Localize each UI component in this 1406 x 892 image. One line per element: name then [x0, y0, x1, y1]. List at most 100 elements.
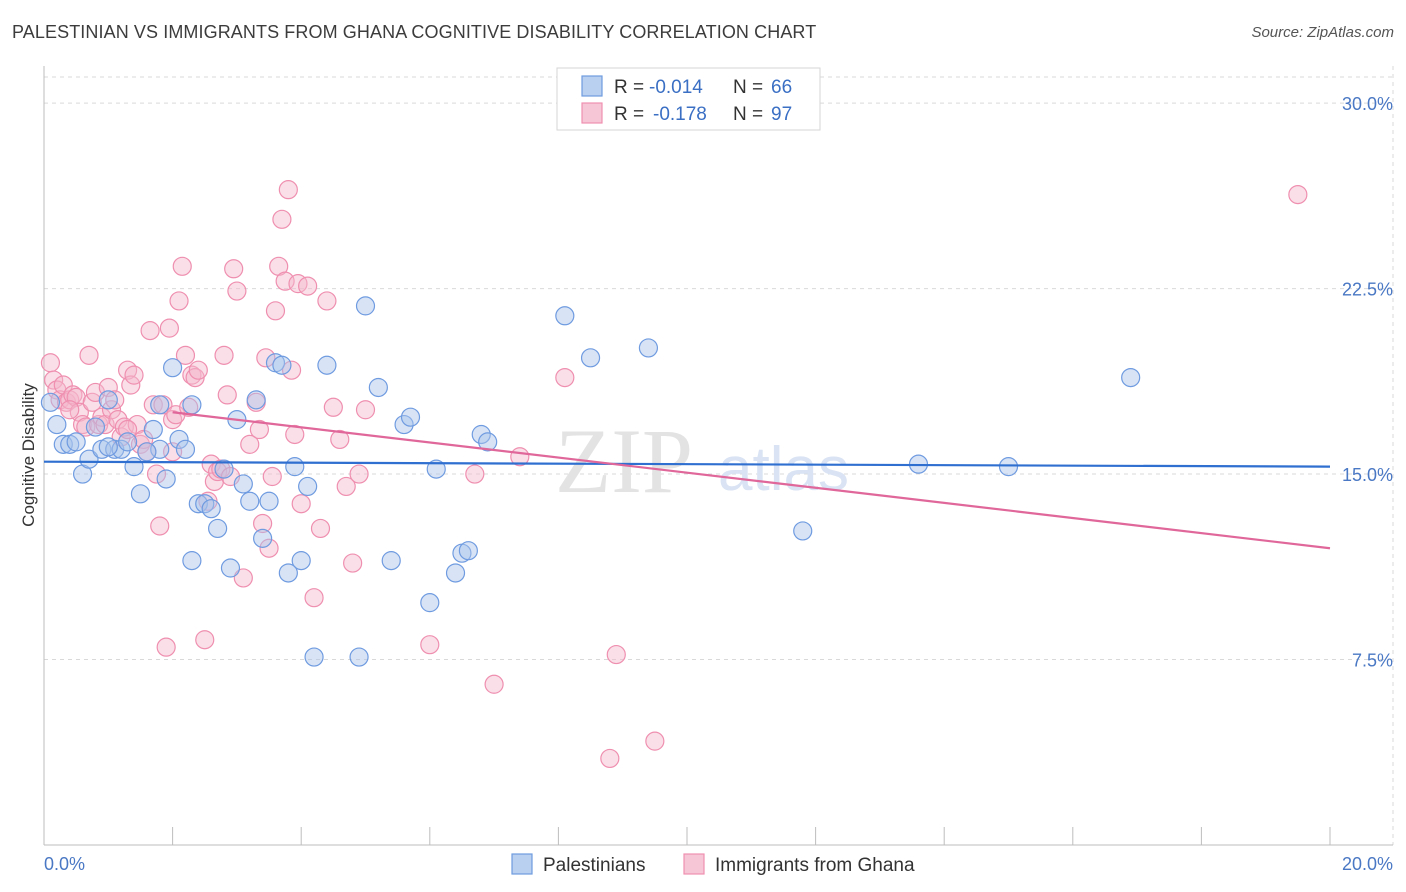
ghana-point-58 [233, 568, 253, 588]
palestinians-point-19 [175, 439, 196, 459]
ghana-point-75 [298, 276, 318, 296]
bottom-legend: Palestinians Immigrants from Ghana [511, 853, 915, 876]
ghana-point-40 [169, 291, 189, 311]
palestinians-point-65 [137, 442, 157, 462]
ghana-point-12 [79, 345, 99, 365]
ghana-point-83 [349, 464, 369, 484]
palestinians-point-8 [98, 390, 118, 410]
palestinians-point-51 [458, 541, 478, 561]
trend-lines [43, 411, 1331, 550]
ghana-point-33 [146, 464, 167, 484]
palestinians-point-57 [793, 521, 813, 541]
palestinians-point-14 [143, 419, 163, 440]
palestinians-point-28 [233, 474, 253, 494]
ghana-point-79 [323, 397, 343, 417]
palestinians-point-45 [394, 414, 414, 435]
ghana-point-46 [188, 360, 208, 380]
palestinians-point-21 [188, 494, 208, 514]
axes [43, 66, 1393, 846]
trend-line-ghana [172, 411, 1331, 550]
palestinians-point-6 [85, 417, 106, 437]
series-palestinians-points [40, 296, 1141, 667]
palestinians-point-48 [426, 459, 446, 479]
palestinians-point-12 [124, 457, 144, 477]
y-tick-label-2: 22.5% [1342, 280, 1393, 300]
palestinians-point-47 [420, 593, 440, 613]
palestinians-point-23 [201, 499, 221, 519]
ghana-point-93 [1288, 184, 1308, 205]
ghana-point-71 [281, 360, 302, 380]
palestinians-point-39 [304, 647, 324, 667]
ghana-point-0 [40, 353, 61, 373]
palestinians-point-43 [355, 296, 376, 316]
palestinians-point-1 [47, 414, 67, 435]
ghana-point-65 [262, 466, 282, 487]
ghana-point-57 [227, 281, 247, 301]
ghana-point-84 [355, 400, 376, 420]
palestinians-point-37 [291, 551, 311, 571]
palestinians-point-20 [182, 551, 202, 571]
tick-labels: 7.5% 15.0% 22.5% 30.0% 0.0% 20.0% [44, 94, 1393, 874]
palestinians-point-63 [182, 395, 202, 415]
palestinians-point-22 [195, 494, 215, 514]
y-tick-label-3: 30.0% [1342, 94, 1393, 114]
palestinians-point-59 [998, 457, 1019, 477]
x-tick-label-1: 20.0% [1342, 854, 1393, 874]
palestinians-point-0 [40, 392, 61, 412]
ghana-point-34 [150, 516, 170, 536]
ghana-point-26 [124, 365, 144, 385]
ghana-point-87 [484, 674, 504, 694]
palestinians-point-25 [214, 459, 234, 479]
ghana-point-7 [63, 385, 83, 405]
ghana-point-62 [253, 513, 273, 534]
palestinians-point-35 [278, 563, 298, 583]
palestinians-point-56 [638, 338, 659, 358]
palestinians-point-46 [400, 407, 421, 427]
palestinians-point-11 [117, 432, 138, 452]
trend-line-palestinians [43, 460, 1331, 468]
ghana-point-53 [214, 345, 234, 365]
palestinians-point-42 [368, 377, 388, 398]
palestinians-point-26 [220, 558, 241, 578]
ghana-point-64 [259, 538, 279, 558]
y-axis-label: Cognitive Disability [19, 383, 38, 527]
ghana-point-31 [140, 321, 160, 341]
bottom-legend-label-palestinians: Palestinians [543, 855, 645, 876]
palestinians-point-44 [381, 551, 401, 571]
palestinians-point-54 [555, 306, 575, 326]
palestinians-point-17 [163, 358, 183, 378]
ghana-point-36 [156, 637, 176, 657]
watermark: ZIP atlas [555, 410, 849, 512]
ghana-point-85 [420, 635, 440, 655]
legend-n-label-1: N = [733, 77, 763, 98]
y-tick-label-1: 15.0% [1342, 465, 1393, 485]
palestinians-point-18 [169, 429, 189, 450]
ghana-point-91 [600, 748, 620, 769]
ghana-point-66 [265, 301, 286, 321]
palestinians-point-55 [580, 348, 601, 368]
top-legend: R = -0.014 N = 66 R = -0.178 N = 97 [556, 67, 821, 131]
ghana-point-76 [304, 588, 324, 608]
ghana-point-89 [555, 368, 575, 388]
legend-n-value-2: 97 [771, 104, 792, 125]
bottom-legend-swatch-blue [511, 853, 533, 875]
x-tick-label-0: 0.0% [44, 854, 85, 874]
palestinians-point-52 [471, 424, 491, 445]
palestinians-point-38 [298, 476, 318, 497]
palestinians-point-5 [79, 449, 99, 469]
palestinians-point-13 [130, 484, 151, 504]
ghana-point-44 [182, 365, 202, 385]
palestinians-point-40 [317, 355, 337, 375]
palestinians-point-31 [253, 528, 273, 548]
ghana-point-54 [217, 385, 237, 405]
ghana-point-24 [117, 360, 138, 380]
legend-r-label-1: R = [614, 77, 644, 98]
ghana-point-32 [143, 395, 163, 415]
palestinians-point-60 [1121, 368, 1141, 388]
ghana-point-82 [343, 553, 363, 573]
legend-n-value-1: 66 [771, 77, 792, 98]
legend-swatch-pink [581, 102, 603, 124]
ghana-point-81 [336, 476, 356, 497]
ghana-point-90 [606, 644, 626, 665]
